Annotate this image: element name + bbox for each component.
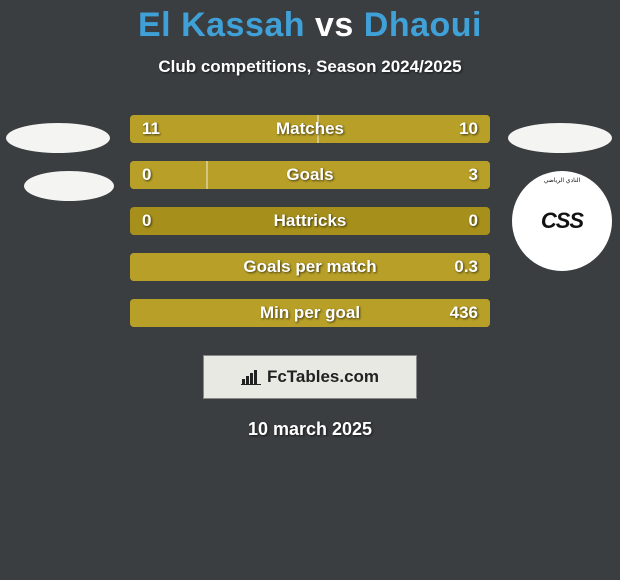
bar-chart-icon bbox=[241, 369, 261, 385]
title-player2: Dhaoui bbox=[364, 6, 482, 44]
stat-label: Matches bbox=[130, 115, 490, 143]
page-title: El Kassah vs Dhaoui bbox=[0, 0, 620, 45]
date: 10 march 2025 bbox=[0, 419, 620, 440]
left-badge-column bbox=[0, 115, 120, 201]
player1-ellipse-icon bbox=[24, 171, 114, 201]
stat-label: Goals bbox=[130, 161, 490, 189]
player1-ellipse-icon bbox=[6, 123, 110, 153]
club-abbr: CSS bbox=[541, 208, 583, 234]
title-player1: El Kassah bbox=[138, 6, 305, 44]
stat-bar: 436Min per goal bbox=[130, 299, 490, 327]
stat-bar: 0.3Goals per match bbox=[130, 253, 490, 281]
player2-ellipse-icon bbox=[508, 123, 612, 153]
stat-bar: 00Hattricks bbox=[130, 207, 490, 235]
title-vs: vs bbox=[315, 6, 354, 44]
subtitle: Club competitions, Season 2024/2025 bbox=[0, 57, 620, 77]
stat-label: Min per goal bbox=[130, 299, 490, 327]
stat-label: Goals per match bbox=[130, 253, 490, 281]
right-badge-column: النادي الرياضي CSS bbox=[500, 115, 620, 271]
club-badge: النادي الرياضي CSS bbox=[512, 171, 612, 271]
bars-column: 1110Matches 03Goals 00Hattricks 0.3Goals pe… bbox=[120, 115, 500, 327]
club-arc-text: النادي الرياضي bbox=[512, 177, 612, 184]
stat-label: Hattricks bbox=[130, 207, 490, 235]
stat-bar: 03Goals bbox=[130, 161, 490, 189]
stat-bar: 1110Matches bbox=[130, 115, 490, 143]
brand-text: FcTables.com bbox=[267, 367, 379, 387]
stats-area: 1110Matches 03Goals 00Hattricks 0.3Goals pe… bbox=[0, 115, 620, 327]
brand-box: FcTables.com bbox=[203, 355, 417, 399]
